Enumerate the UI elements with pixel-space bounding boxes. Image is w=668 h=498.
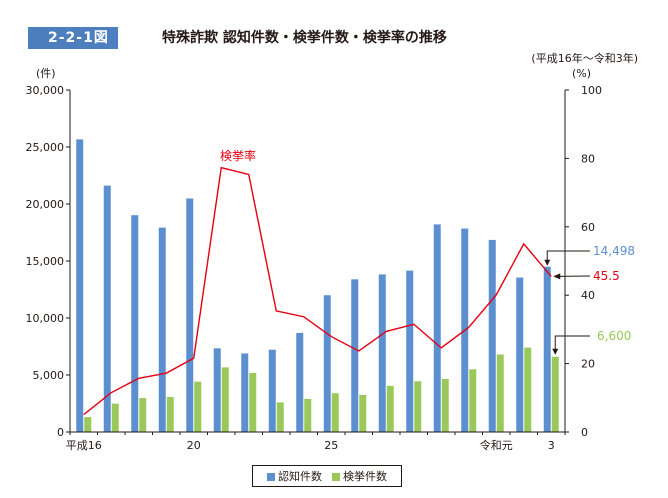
leader-line-cleared [554,335,590,353]
line-clearance-rate [83,166,552,416]
legend-label-cleared: 検挙件数 [343,470,387,483]
right-axis-tick-label: 80 [581,152,595,165]
bar-cleared [524,347,532,432]
period-label: (平成16年～令和3年) [531,52,638,65]
arrow-head-cleared [552,348,559,355]
x-axis-tick-label: 令和元 [480,438,513,452]
left-axis-unit: (件) [36,67,56,80]
chart-legend: 認知件数 検挙件数 [252,465,402,487]
bar-recognized [323,295,331,432]
left-axis-tick-label: 0 [57,426,64,439]
bar-cleared [84,417,92,432]
left-axis-tick-label: 20,000 [26,198,65,211]
right-axis-tick-label: 60 [581,221,595,234]
right-axis-tick-label: 0 [581,426,588,439]
bar-recognized [543,266,551,432]
right-axis-unit: (%) [572,67,591,80]
bar-cleared [166,396,174,432]
left-axis-tick-label: 10,000 [26,312,65,325]
arrow-head-recognized [544,259,551,266]
bar-cleared [359,394,367,432]
arrow-head-rate [553,273,561,280]
bar-cleared [469,369,477,432]
legend-item-cleared: 検挙件数 [332,468,387,484]
bar-cleared [139,398,147,432]
legend-item-recognized: 認知件数 [267,468,322,484]
value-label-rate: 45.5 [593,269,620,283]
left-axis-tick-label: 25,000 [26,141,65,154]
x-axis-tick-label: 20 [187,439,201,452]
bar-recognized [268,349,276,432]
bar-recognized [296,332,304,432]
figure-number-badge: 2-2-1図 [28,27,118,49]
bar-recognized [158,227,166,432]
left-axis-tick-label: 5,000 [33,369,65,382]
legend-label-recognized: 認知件数 [278,470,322,483]
label-clearance-rate: 検挙率 [220,148,256,163]
right-axis-tick-label: 20 [581,358,595,371]
bar-cleared [551,356,559,432]
bar-recognized [213,348,221,432]
leader-line-recognized [546,250,590,265]
bar-cleared [496,354,504,432]
bar-cleared [386,385,394,432]
bar-recognized [241,353,249,432]
x-axis-tick-label: 平成16 [66,439,102,452]
bar-recognized [351,279,359,432]
bar-cleared [111,403,119,432]
bar-cleared [414,381,422,432]
value-label-cleared: 6,600 [597,329,631,343]
bar-cleared [194,381,202,432]
bar-recognized [488,239,496,432]
bar-recognized [433,224,441,432]
right-axis-tick-label: 100 [581,84,602,97]
bar-recognized [76,139,84,433]
bar-cleared [304,398,312,432]
bar-cleared [276,402,284,432]
figure-title: 特殊詐欺 認知件数・検挙件数・検挙率の推移 [162,30,447,46]
bar-cleared [221,367,229,432]
bar-recognized [186,198,194,432]
bar-cleared [331,393,339,432]
bar-cleared [249,372,257,432]
value-label-recognized: 14,498 [593,244,635,258]
right-axis-tick-label: 40 [581,289,595,302]
bar-recognized [406,270,414,432]
bar-recognized [378,274,386,432]
bar-recognized [516,277,524,432]
bar-cleared [441,378,449,432]
bar-recognized [131,215,139,432]
left-axis-tick-label: 30,000 [26,84,65,97]
left-axis-tick-label: 15,000 [26,255,65,268]
bar-recognized [103,185,111,432]
x-axis-tick-label: 25 [324,439,338,452]
x-axis-tick-label: 3 [548,439,555,452]
